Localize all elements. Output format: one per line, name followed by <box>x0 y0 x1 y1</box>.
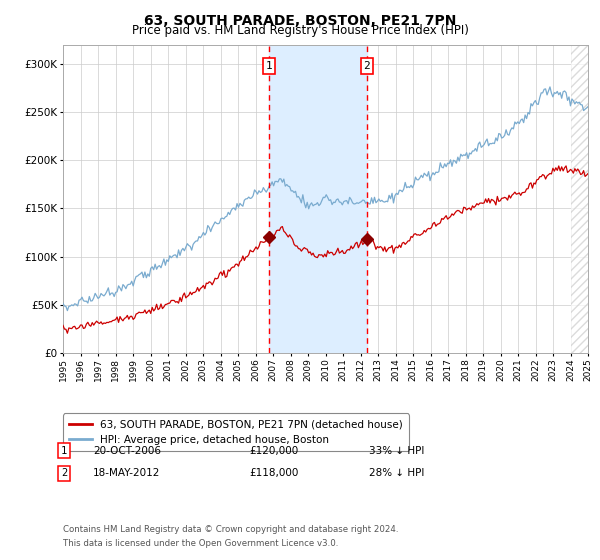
Bar <box>269 45 367 353</box>
Text: This data is licensed under the Open Government Licence v3.0.: This data is licensed under the Open Gov… <box>63 539 338 548</box>
Text: 20-OCT-2006: 20-OCT-2006 <box>93 446 161 456</box>
Text: £120,000: £120,000 <box>249 446 298 456</box>
Text: 28% ↓ HPI: 28% ↓ HPI <box>369 468 424 478</box>
Text: 2: 2 <box>61 468 67 478</box>
Text: 18-MAY-2012: 18-MAY-2012 <box>93 468 160 478</box>
Text: £118,000: £118,000 <box>249 468 298 478</box>
Text: 33% ↓ HPI: 33% ↓ HPI <box>369 446 424 456</box>
Text: 1: 1 <box>266 61 272 71</box>
Text: Price paid vs. HM Land Registry's House Price Index (HPI): Price paid vs. HM Land Registry's House … <box>131 24 469 36</box>
Text: Contains HM Land Registry data © Crown copyright and database right 2024.: Contains HM Land Registry data © Crown c… <box>63 525 398 534</box>
Text: 2: 2 <box>364 61 370 71</box>
Text: 63, SOUTH PARADE, BOSTON, PE21 7PN: 63, SOUTH PARADE, BOSTON, PE21 7PN <box>144 14 456 28</box>
Legend: 63, SOUTH PARADE, BOSTON, PE21 7PN (detached house), HPI: Average price, detache: 63, SOUTH PARADE, BOSTON, PE21 7PN (deta… <box>63 413 409 451</box>
Text: 1: 1 <box>61 446 67 456</box>
